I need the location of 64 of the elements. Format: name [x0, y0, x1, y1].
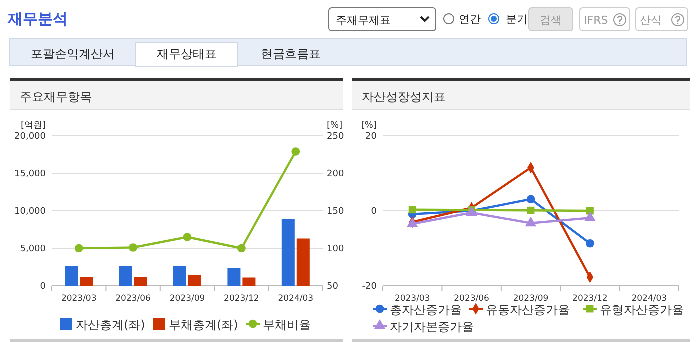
legend-label: 유형자산증가율 — [600, 303, 684, 317]
point — [408, 206, 416, 214]
y-axis-title: [억원] — [20, 121, 46, 131]
x-tick-label: 2023/06 — [116, 294, 151, 304]
chart-title: 주요재무항목 — [20, 90, 92, 104]
x-tick-label: 2023/03 — [394, 294, 430, 304]
y2-tick-label: 200 — [327, 170, 344, 180]
bar — [296, 238, 310, 286]
point — [586, 239, 594, 248]
y2-axis-title: [%] — [327, 121, 343, 131]
y2-tick-label: 50 — [327, 282, 339, 292]
point — [527, 206, 535, 214]
point — [183, 233, 192, 242]
text: 연간 — [459, 13, 481, 26]
bar — [282, 219, 295, 286]
text: 현금흐름표 — [261, 47, 321, 61]
x-tick-label: 2024/03 — [278, 294, 314, 304]
chart-title: 자산성장성지표 — [362, 90, 446, 104]
bar — [134, 277, 148, 286]
x-tick-label: 2024/03 — [632, 294, 668, 304]
bar — [228, 268, 241, 286]
x-tick-label: 2023/06 — [454, 294, 490, 304]
point — [526, 195, 536, 204]
text: 주재무제표 — [336, 14, 391, 27]
text: 재무분석 — [7, 10, 68, 28]
point — [238, 244, 246, 253]
bar — [80, 277, 94, 286]
y2-tick-label: 250 — [327, 132, 344, 142]
y-tick-label: 10,000 — [14, 207, 46, 217]
point — [74, 244, 84, 253]
bar — [65, 266, 78, 286]
bar — [174, 266, 186, 286]
legend-label: 부채비율 — [263, 318, 311, 332]
x-tick-label: 2023/09 — [170, 294, 206, 304]
bar — [242, 278, 256, 286]
y2-tick-label: 150 — [327, 207, 344, 217]
text: 검색 — [540, 14, 562, 27]
legend-label: 유동자산증가율 — [486, 303, 570, 317]
legend-label: 총자산증가율 — [390, 303, 462, 317]
y-axis-title: [%] — [361, 121, 377, 131]
text: IFRS — [584, 14, 608, 27]
legend-label: 부채총계(좌) — [169, 318, 238, 332]
y-tick-label: 20 — [366, 132, 378, 142]
y-tick-label: 0 — [40, 282, 46, 292]
x-tick-label: 2023/12 — [572, 294, 608, 304]
y-tick-label: 20,000 — [14, 132, 46, 142]
text: 산식 — [640, 14, 662, 27]
x-tick-label: 2023/09 — [513, 294, 549, 304]
legend-label: 자기자본증가율 — [390, 320, 474, 334]
x-tick-label: 2023/03 — [61, 294, 97, 304]
text: 재무상태표 — [157, 47, 217, 61]
y2-tick-label: 100 — [327, 244, 344, 254]
bar — [119, 266, 132, 286]
point — [129, 244, 138, 252]
y-tick-label: 0 — [371, 207, 378, 217]
text: 포괄손익계산서 — [31, 47, 115, 61]
y-tick-label: -20 — [362, 282, 378, 292]
text: 분기 — [506, 13, 528, 26]
legend-label: 자산총계(좌) — [76, 318, 146, 332]
point — [292, 148, 300, 156]
y-tick-label: 5,000 — [20, 244, 46, 254]
bar — [188, 276, 202, 286]
x-tick-label: 2023/12 — [224, 294, 260, 304]
y-tick-label: 15,000 — [14, 170, 46, 180]
